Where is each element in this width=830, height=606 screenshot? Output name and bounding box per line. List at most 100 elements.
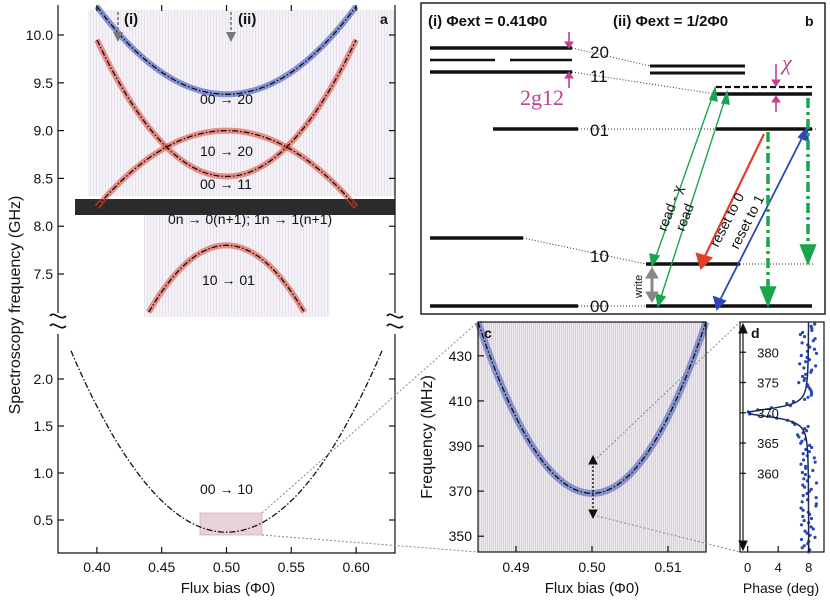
panel-b-frame: [420, 2, 826, 315]
panel-d-point: [813, 535, 817, 540]
panel-d-point: [803, 529, 807, 533]
fit-curve-0: [96, 5, 357, 95]
panel-d-point: [797, 381, 801, 385]
panel-d-point: [801, 330, 805, 335]
panel-d-point: [800, 470, 805, 475]
panel-b: (i) Φext = 0.41Φ0 (ii) Φext = 1/2Φ0 b: [420, 2, 826, 316]
panel-d-point: [801, 508, 805, 512]
green-dash-arrow-1: [759, 132, 777, 308]
panel-d-point: [801, 452, 805, 456]
panel-c-letter: c: [484, 325, 492, 341]
d-ylabel-1: 365: [757, 436, 779, 451]
panel-d-point: [811, 339, 815, 343]
a-xlabel-1: 0.45: [148, 559, 175, 575]
panel-c-fit-curve: [477, 321, 707, 495]
panel-d-point: [802, 477, 806, 481]
c-xlabel-2: 0.51: [654, 559, 681, 575]
fit-curve-3: [148, 244, 305, 313]
panel-d-point: [813, 337, 817, 341]
c-ylabel-4: 430: [449, 348, 473, 364]
panel-d-point: [812, 347, 817, 351]
panel-d-point: [814, 481, 819, 485]
panel-d-point: [799, 537, 804, 542]
panel-d-point: [810, 368, 814, 372]
levels-right: [646, 64, 812, 308]
panel-d-point: [810, 445, 814, 450]
fit-curve-2: [96, 39, 357, 178]
panel-a-xlabel: Flux bias (Φ0): [181, 580, 276, 597]
panel-d-ticks: 0 4 8 360 365 370 375 380: [740, 345, 812, 575]
panel-d-point: [800, 341, 804, 345]
panel-d-point: [801, 374, 805, 378]
panel-a: (i) (ii) a 00 → 20 10 → 20 00 → 11 0n → …: [7, 4, 479, 597]
d-ylabel-2: 370: [757, 406, 779, 421]
a-ylabel-lower-1: 1.0: [34, 465, 54, 481]
panel-d-point: [807, 450, 811, 454]
panel-d-point: [801, 493, 805, 498]
write-label: write: [633, 275, 645, 299]
panel-d-point: [802, 366, 806, 370]
panel-d-letter: d: [751, 325, 760, 341]
panel-c-ylabel: Frequency (MHz): [419, 375, 436, 499]
axis-break-right: [386, 313, 404, 329]
c-xlabel-1: 0.50: [578, 559, 605, 575]
a-ylabel-upper-5: 10.0: [26, 27, 53, 43]
panel-d-point: [800, 546, 804, 550]
level-label-20: 20: [590, 43, 609, 62]
label-00-20: 00 → 20: [200, 91, 253, 107]
panel-d-point: [811, 527, 815, 531]
level-label-10: 10: [590, 247, 609, 266]
panel-d-point: [804, 464, 808, 468]
panel-d-point: [802, 544, 806, 548]
panel-d-point: [796, 433, 800, 437]
spectroscopy-image-middle: [144, 215, 330, 317]
green-dash-arrow-2: [799, 98, 817, 266]
panel-d-point: [803, 397, 807, 401]
panel-c-double-arrow: [588, 454, 598, 520]
panel-a-letter: a: [380, 11, 388, 27]
panel-d-point: [813, 322, 817, 326]
c-ylabel-0: 350: [449, 528, 473, 544]
d-xlabel-2: 8: [805, 560, 812, 575]
reset-to-1-arrow: [712, 125, 810, 311]
panel-d-point: [814, 496, 818, 500]
marker-ii-label: (ii): [238, 11, 256, 28]
panel-b-title-ii: (ii) Φext = 1/2Φ0: [613, 13, 728, 30]
panel-d-point: [804, 360, 808, 364]
panel-a-ylabel: Spectroscopy frequency (GHz): [7, 196, 24, 415]
panel-d-point: [814, 502, 819, 506]
write-arrow: [645, 267, 659, 303]
c-xlabel-0: 0.49: [502, 559, 529, 575]
d-ylabel-0: 360: [757, 466, 779, 481]
a-ylabel-upper-3: 9.0: [34, 123, 54, 139]
chi-marker: [771, 64, 781, 112]
a-xlabel-4: 0.60: [342, 559, 369, 575]
c-ylabel-1: 370: [449, 483, 473, 499]
panel-cd-guides: [596, 321, 741, 553]
zoom-guide-lines: [261, 321, 479, 553]
panel-c: c 350 370 390 410 430 0.49 0.50 0.51 Frequency …: [419, 320, 741, 597]
panel-d-point: [802, 519, 806, 523]
panel-d-point: [799, 353, 803, 358]
a-ylabel-lower-0: 0.5: [34, 512, 54, 528]
label-00-10: 00 → 10: [200, 481, 253, 497]
a-ylabel-upper-2: 8.5: [34, 170, 54, 186]
panel-d-fit-curve: [747, 322, 810, 552]
panel-d-point: [803, 427, 807, 431]
panel-b-title-i: (i) Φext = 0.41Φ0: [428, 13, 547, 30]
label-sideband: 0n → 0(n+1); 1n → 1(n+1): [168, 211, 332, 227]
g12-label: 2g12: [520, 85, 564, 110]
d-xlabel-1: 4: [775, 560, 782, 575]
cavity-stripe: [75, 199, 395, 215]
reset-to-0-arrow: [695, 133, 765, 271]
panel-a-ticks: 7.5 8.0 8.5 9.0 9.5 10.0 0.5 1.0 1.5 2.0 0.40 0.45 0…: [26, 5, 395, 575]
panel-d-fit: [747, 322, 810, 552]
g12-marker: [564, 32, 574, 88]
a-ylabel-upper-0: 7.5: [34, 266, 54, 282]
panel-d-point: [799, 462, 803, 466]
marker-ii-arrow: [226, 12, 236, 42]
read-chi-arrow: [649, 85, 718, 268]
panel-d-point: [800, 439, 804, 443]
panel-c-fit: [474, 320, 710, 497]
